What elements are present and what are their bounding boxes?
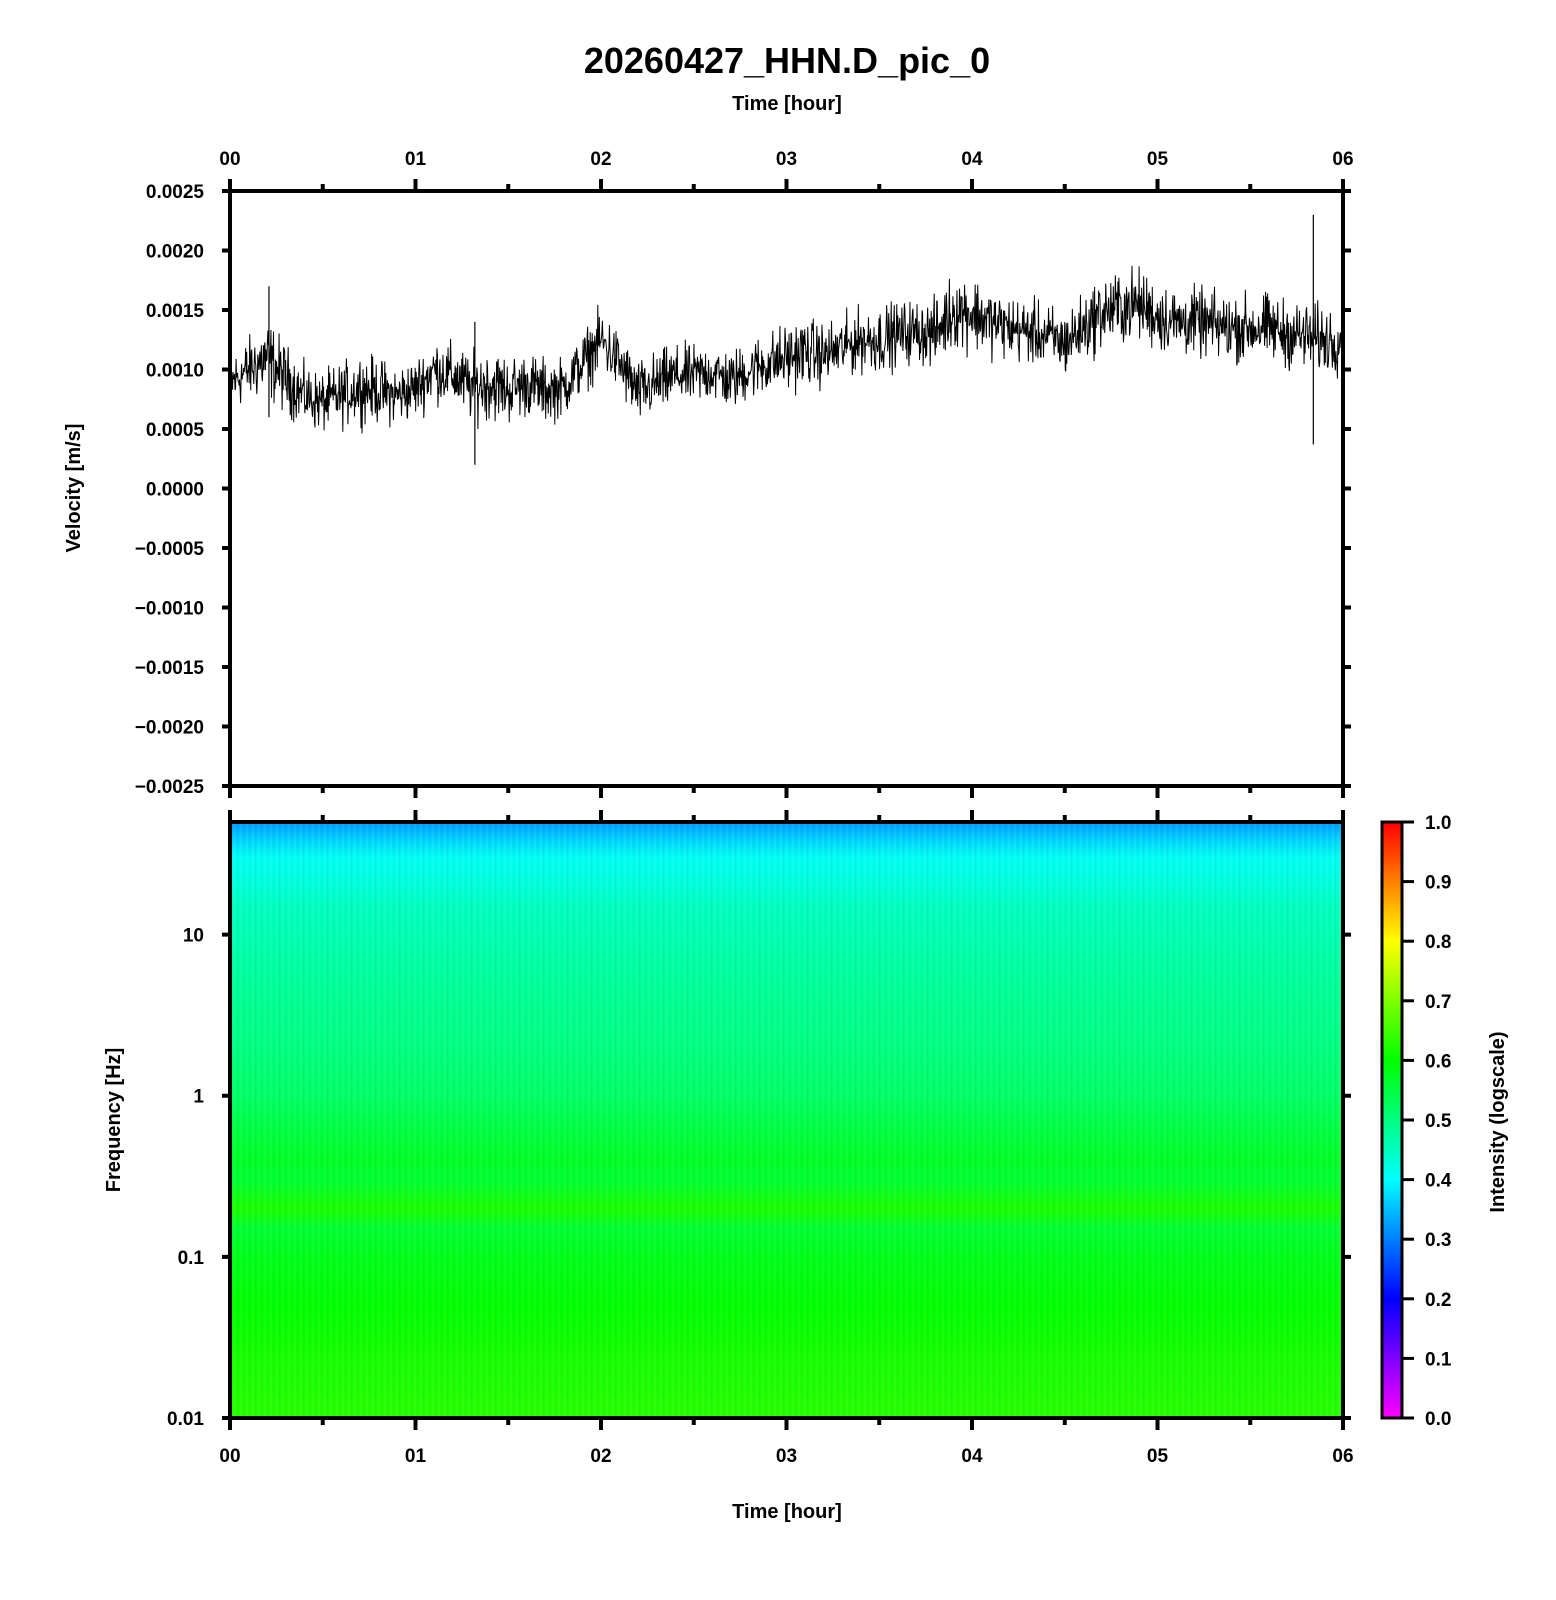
bottom-time-tick-label: 00 bbox=[219, 1446, 240, 1467]
frequency-tick-label: 10 bbox=[183, 926, 204, 947]
bottom-time-tick-label: 01 bbox=[405, 1446, 427, 1467]
top-time-tick-label: 00 bbox=[219, 149, 240, 170]
top-time-tick-label: 01 bbox=[405, 149, 427, 170]
top-time-tick-label: 03 bbox=[776, 149, 797, 170]
spectrogram-y-axis: 0.01 0.1 1 10 bbox=[167, 926, 1351, 1430]
bottom-time-tick-label: 06 bbox=[1332, 1446, 1353, 1467]
frequency-tick-label: 0.1 bbox=[178, 1248, 205, 1269]
colorbar-tick-label: 0.1 bbox=[1425, 1349, 1452, 1370]
bottom-time-tick-label: 05 bbox=[1147, 1446, 1169, 1467]
colorbar-tick-label: 0.8 bbox=[1425, 932, 1451, 953]
velocity-tick-label: −0.0010 bbox=[135, 599, 204, 620]
frequency-axis-label: Frequency [Hz] bbox=[103, 1048, 125, 1192]
colorbar-tick-label: 0.3 bbox=[1425, 1230, 1451, 1251]
colorbar-tick-label: 0.7 bbox=[1425, 992, 1451, 1013]
colorbar-tick-label: 1.0 bbox=[1425, 813, 1451, 834]
top-time-tick-label: 02 bbox=[590, 149, 611, 170]
velocity-tick-label: 0.0000 bbox=[146, 480, 204, 501]
waveform-plot-frame bbox=[228, 189, 1345, 788]
bottom-x-axis-label: Time [hour] bbox=[732, 1501, 842, 1523]
velocity-tick-label: 0.0025 bbox=[146, 182, 205, 203]
chart-title: 20260427_HHN.D_pic_0 bbox=[584, 40, 990, 81]
colorbar-tick-label: 0.9 bbox=[1425, 873, 1451, 894]
top-time-tick-label: 05 bbox=[1147, 149, 1169, 170]
colorbar-gradient bbox=[1380, 820, 1404, 1420]
colorbar-tick-label: 0.6 bbox=[1425, 1051, 1451, 1072]
spectrogram-panel: 0.01 0.1 1 10 00 01 02 03 04 05 06 Frequency [Hz]… bbox=[103, 810, 1354, 1523]
bottom-time-tick-label: 03 bbox=[776, 1446, 797, 1467]
colorbar-tick-label: 0.0 bbox=[1425, 1409, 1451, 1430]
colorbar-tick-label: 0.4 bbox=[1425, 1171, 1452, 1192]
velocity-tick-label: 0.0005 bbox=[146, 420, 205, 441]
spectrogram-x-axis: 00 01 02 03 04 05 06 bbox=[219, 810, 1354, 1467]
velocity-tick-label: −0.0020 bbox=[135, 718, 204, 739]
colorbar-tick-label: 0.2 bbox=[1425, 1290, 1451, 1311]
frequency-tick-label: 0.01 bbox=[167, 1409, 204, 1430]
top-time-tick-label: 06 bbox=[1332, 149, 1353, 170]
top-time-tick-label: 04 bbox=[961, 149, 983, 170]
velocity-tick-label: 0.0020 bbox=[146, 242, 204, 263]
velocity-tick-label: 0.0015 bbox=[146, 301, 205, 322]
spectrogram-texture bbox=[230, 822, 1343, 1418]
bottom-time-tick-label: 04 bbox=[961, 1446, 983, 1467]
colorbar-axis: 1.0 0.9 0.8 0.7 0.6 0.5 0.4 0.3 0.2 0.1 0.0 bbox=[1402, 813, 1452, 1430]
frequency-tick-label: 1 bbox=[193, 1087, 204, 1108]
waveform-panel: 0.0025 0.0020 0.0015 0.0010 0.0005 0.0000 −0.0… bbox=[63, 149, 1354, 798]
waveform-x-axis: 00 01 02 03 04 05 06 bbox=[219, 149, 1354, 798]
velocity-trace-line bbox=[229, 265, 1344, 434]
top-x-axis-label: Time [hour] bbox=[732, 93, 842, 115]
velocity-trace bbox=[229, 214, 1344, 465]
bottom-time-tick-label: 02 bbox=[590, 1446, 611, 1467]
velocity-axis-label: Velocity [m/s] bbox=[63, 424, 85, 553]
velocity-tick-label: −0.0025 bbox=[135, 777, 205, 798]
colorbar-label: Intensity (logscale) bbox=[1487, 1031, 1509, 1212]
waveform-y-axis: 0.0025 0.0020 0.0015 0.0010 0.0005 0.0000 −0.0… bbox=[135, 182, 1351, 798]
velocity-tick-label: −0.0005 bbox=[135, 539, 205, 560]
velocity-tick-label: 0.0010 bbox=[146, 361, 204, 382]
colorbar-tick-label: 0.5 bbox=[1425, 1111, 1452, 1132]
colorbar: 1.0 0.9 0.8 0.7 0.6 0.5 0.4 0.3 0.2 0.1 0.0 Intens… bbox=[1380, 813, 1509, 1430]
velocity-tick-label: −0.0015 bbox=[135, 658, 205, 679]
